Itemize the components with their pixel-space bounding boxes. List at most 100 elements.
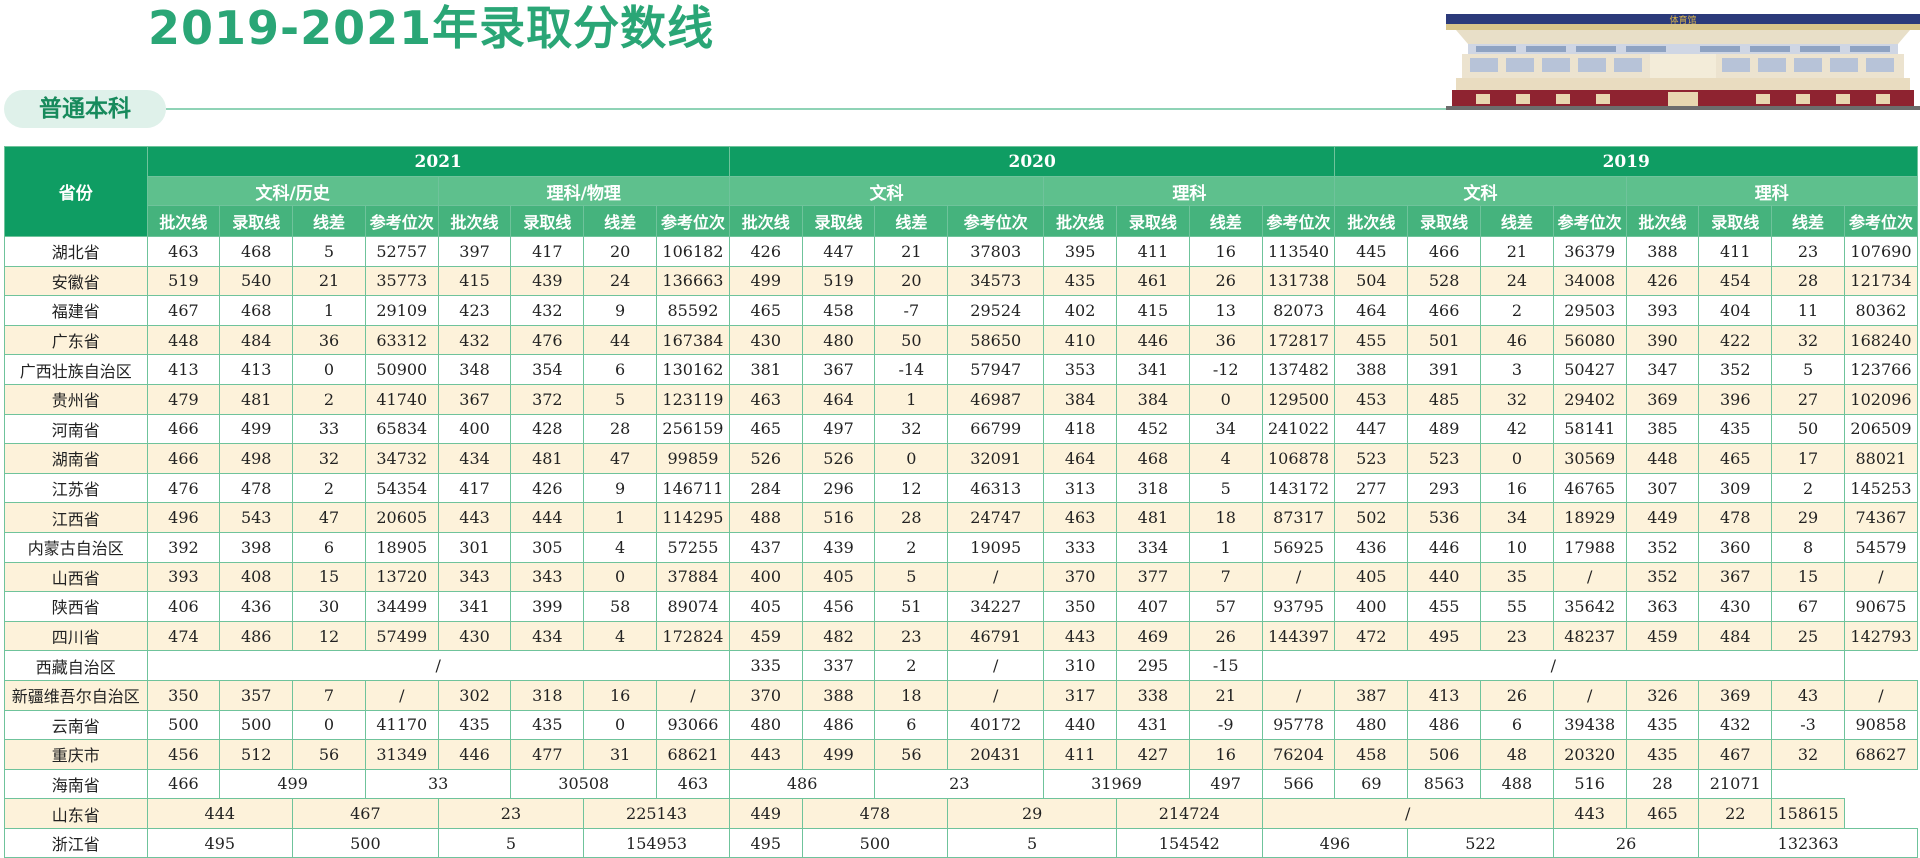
table-cell: 439 [801,531,876,563]
table-cell: 57255 [656,531,730,563]
province-name: 新疆维吾尔自治区 [4,679,148,711]
table-cell: 65834 [364,413,439,445]
table-cell: 66799 [947,413,1045,445]
table-cell: 29109 [364,295,439,326]
table-cell: 427 [1116,739,1190,770]
table-cell: 411 [1043,739,1118,770]
table-cell: 411 [1698,236,1773,267]
table-row: 湖南省 466 498 32 34732 434 481 47 99859 526 526 0 3209… [4,443,1919,474]
table-cell: 48 [1480,739,1554,770]
table-cell: 102096 [1843,383,1919,415]
table-cell: 497 [801,413,876,445]
table-cell: 407 [1116,591,1190,622]
table-row: 湖北省 463 468 5 52757 397 417 20 106182 426 447 21 378… [4,236,1919,267]
column-header: 线差 [292,205,366,237]
table-cell: 528 [1407,265,1482,297]
table-cell: 34008 [1552,265,1627,297]
table-cell: 5 [1771,354,1845,385]
table-cell: 432 [510,295,585,326]
table-row: 四川省 474 486 12 57499 430 434 4 172824 459 482 23 467… [4,620,1919,652]
table-cell: 512 [219,739,294,770]
table-cell: 495 [728,827,803,858]
table-cell: 8 [1771,531,1845,563]
table-cell: 2 [292,383,366,415]
column-header: 参考位次 [656,205,730,237]
table-cell: 29402 [1552,383,1627,415]
table-cell: 36379 [1552,236,1627,267]
table-cell: / [1261,561,1336,593]
table-cell: 26 [1480,679,1554,711]
table-cell: 5 [1188,472,1263,504]
table-cell: 23 [874,620,949,652]
table-cell: 23 [1480,620,1554,652]
table-cell: 56080 [1552,324,1627,356]
table-cell: 11 [1771,295,1845,326]
table-cell: 443 [1043,620,1118,652]
table-cell: 435 [1698,413,1773,445]
table-cell: 413 [1407,679,1482,711]
table-cell: 136663 [656,265,730,297]
table-cell: 499 [219,768,366,800]
table-cell: 46791 [947,620,1045,652]
table-cell: 347 [1625,354,1700,385]
table-cell: 474 [146,620,221,652]
table-cell: -7 [874,295,949,326]
table-cell: 540 [219,265,294,297]
table-cell: 488 [728,502,803,533]
subject-group-header: 文科 [728,176,1045,206]
column-header: 批次线 [1625,205,1700,237]
province-name: 广东省 [4,324,148,356]
table-cell: 114295 [656,502,730,533]
table-cell: 27 [1771,383,1845,415]
table-cell: 56925 [1261,531,1336,563]
table-cell: 447 [801,236,876,267]
table-cell: / [1261,650,1845,681]
table-cell: 36 [1188,324,1263,356]
table-row: 广西壮族自治区 413 413 0 50900 348 354 6 130162 381 367 -1… [4,354,1919,385]
table-cell: 34 [1480,502,1554,533]
table-cell: 431 [1116,709,1190,741]
table-cell: 30508 [510,768,658,800]
table-cell: 435 [510,709,585,741]
table-cell: 400 [1334,591,1409,622]
table-cell: / [947,650,1045,681]
table-cell: 47 [292,502,366,533]
table-cell: 464 [1043,443,1118,474]
column-header: 批次线 [437,205,512,237]
table-cell: -15 [1188,650,1263,681]
province-name: 江西省 [4,502,148,533]
table-cell: 28 [1625,768,1700,800]
table-cell: 384 [1043,383,1118,415]
table-cell: 129500 [1261,383,1336,415]
province-name: 安徽省 [4,265,148,297]
table-cell: 145253 [1843,472,1919,504]
table-cell: 455 [1334,324,1409,356]
table-cell: 30569 [1552,443,1627,474]
table-cell: 465 [728,413,803,445]
table-cell: 256159 [656,413,730,445]
column-header: 线差 [1771,205,1845,237]
table-cell: 489 [1407,413,1482,445]
table-cell: -9 [1188,709,1263,741]
column-header: 批次线 [1043,205,1118,237]
table-cell: 8563 [1407,768,1482,800]
table-cell: 293 [1407,472,1482,504]
table-cell: 68621 [656,739,730,770]
table-cell: 467 [1698,739,1773,770]
table-cell: 172817 [1261,324,1336,356]
table-cell: 443 [1552,798,1627,829]
table-cell: 28 [583,413,658,445]
table-cell: 516 [1552,768,1627,800]
table-cell: 54579 [1843,531,1919,563]
table-cell: 50427 [1552,354,1627,385]
table-cell: 334 [1116,531,1190,563]
table-row: 西藏自治区/335 337 2/310 295 -15/ [4,650,1918,681]
table-cell: 26 [1188,265,1263,297]
table-cell: 472 [1334,620,1409,652]
table-cell: 391 [1407,354,1482,385]
table-cell: 2 [1771,472,1845,504]
table-cell: 481 [219,383,294,415]
table-cell: 430 [728,324,803,356]
table-cell: 30 [292,591,366,622]
table-cell: 6 [874,709,949,741]
